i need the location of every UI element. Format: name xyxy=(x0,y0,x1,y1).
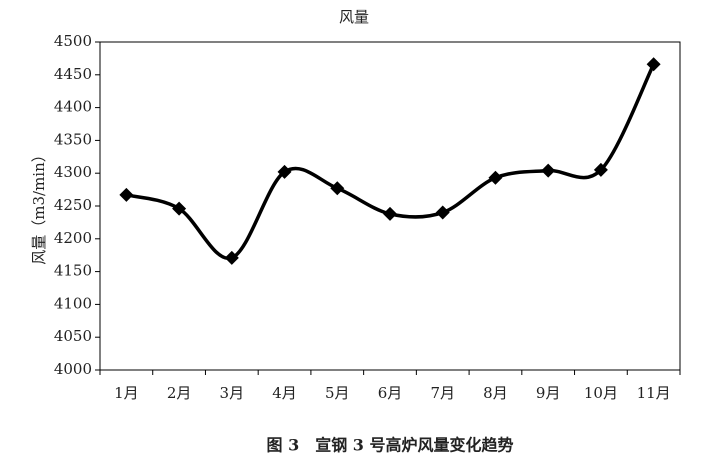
line xyxy=(125,63,656,260)
marker xyxy=(330,181,345,196)
marker xyxy=(646,57,661,72)
marker xyxy=(224,250,239,265)
x-tick-label: 11月 xyxy=(637,384,671,402)
x-tick-label: 4月 xyxy=(272,384,297,402)
y-tick-label: 4400 xyxy=(54,98,92,116)
caption: 图 3 宣钢 3 号高炉风量变化趋势 xyxy=(267,436,514,455)
x-tick-label: 1月 xyxy=(114,384,139,402)
x-tick-label: 10月 xyxy=(584,384,618,402)
marker xyxy=(277,164,292,179)
x-tick-label: 6月 xyxy=(378,384,403,402)
marker xyxy=(541,163,556,178)
marker xyxy=(593,162,608,177)
y-axis-label: 风量（m3/min） xyxy=(30,147,48,265)
y-tick-label: 4050 xyxy=(54,327,92,345)
marker xyxy=(435,205,450,220)
y-tick-label: 4000 xyxy=(54,360,92,378)
x-tick-label: 5月 xyxy=(325,384,350,402)
y-tick-label: 4100 xyxy=(54,294,92,312)
y-tick-label: 4200 xyxy=(54,229,92,247)
marker xyxy=(488,170,503,185)
marker xyxy=(172,201,187,216)
marker xyxy=(383,206,397,221)
x-tick-label: 2月 xyxy=(167,384,192,402)
y-tick-label: 4500 xyxy=(54,32,92,50)
y-tick-label: 4450 xyxy=(54,65,92,83)
x-tick-label: 9月 xyxy=(536,384,561,402)
x-tick-label: 8月 xyxy=(483,384,508,402)
chart-title: 风量 xyxy=(339,8,369,26)
y-tick-label: 4300 xyxy=(54,163,92,181)
y-tick-label: 4350 xyxy=(54,130,92,148)
y-tick-label: 4150 xyxy=(54,262,92,280)
x-tick-label: 7月 xyxy=(430,384,455,402)
plot-frame xyxy=(99,41,681,371)
y-tick-label: 4250 xyxy=(54,196,92,214)
marker xyxy=(119,187,134,202)
x-tick-label: 3月 xyxy=(220,384,245,402)
